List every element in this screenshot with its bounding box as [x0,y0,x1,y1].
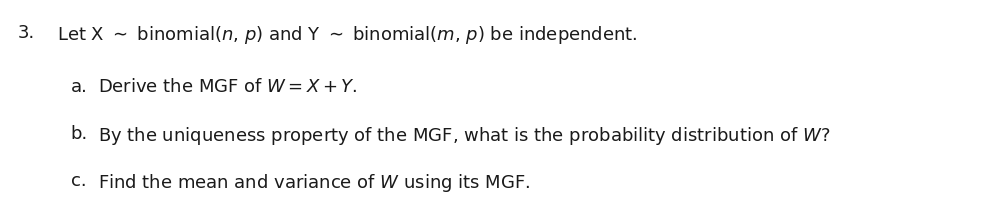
Text: b.: b. [71,124,88,142]
Text: Find the mean and variance of $W$ using its MGF.: Find the mean and variance of $W$ using … [98,171,530,193]
Text: Let X $\sim$ binomial($n$, $p$) and Y $\sim$ binomial($m$, $p$) be independent.: Let X $\sim$ binomial($n$, $p$) and Y $\… [57,24,637,46]
Text: a.: a. [71,78,87,96]
Text: 3.: 3. [18,24,35,42]
Text: c.: c. [71,171,86,189]
Text: By the uniqueness property of the MGF, what is the probability distribution of $: By the uniqueness property of the MGF, w… [98,124,831,146]
Text: Derive the MGF of $W = X + Y.$: Derive the MGF of $W = X + Y.$ [98,78,357,96]
